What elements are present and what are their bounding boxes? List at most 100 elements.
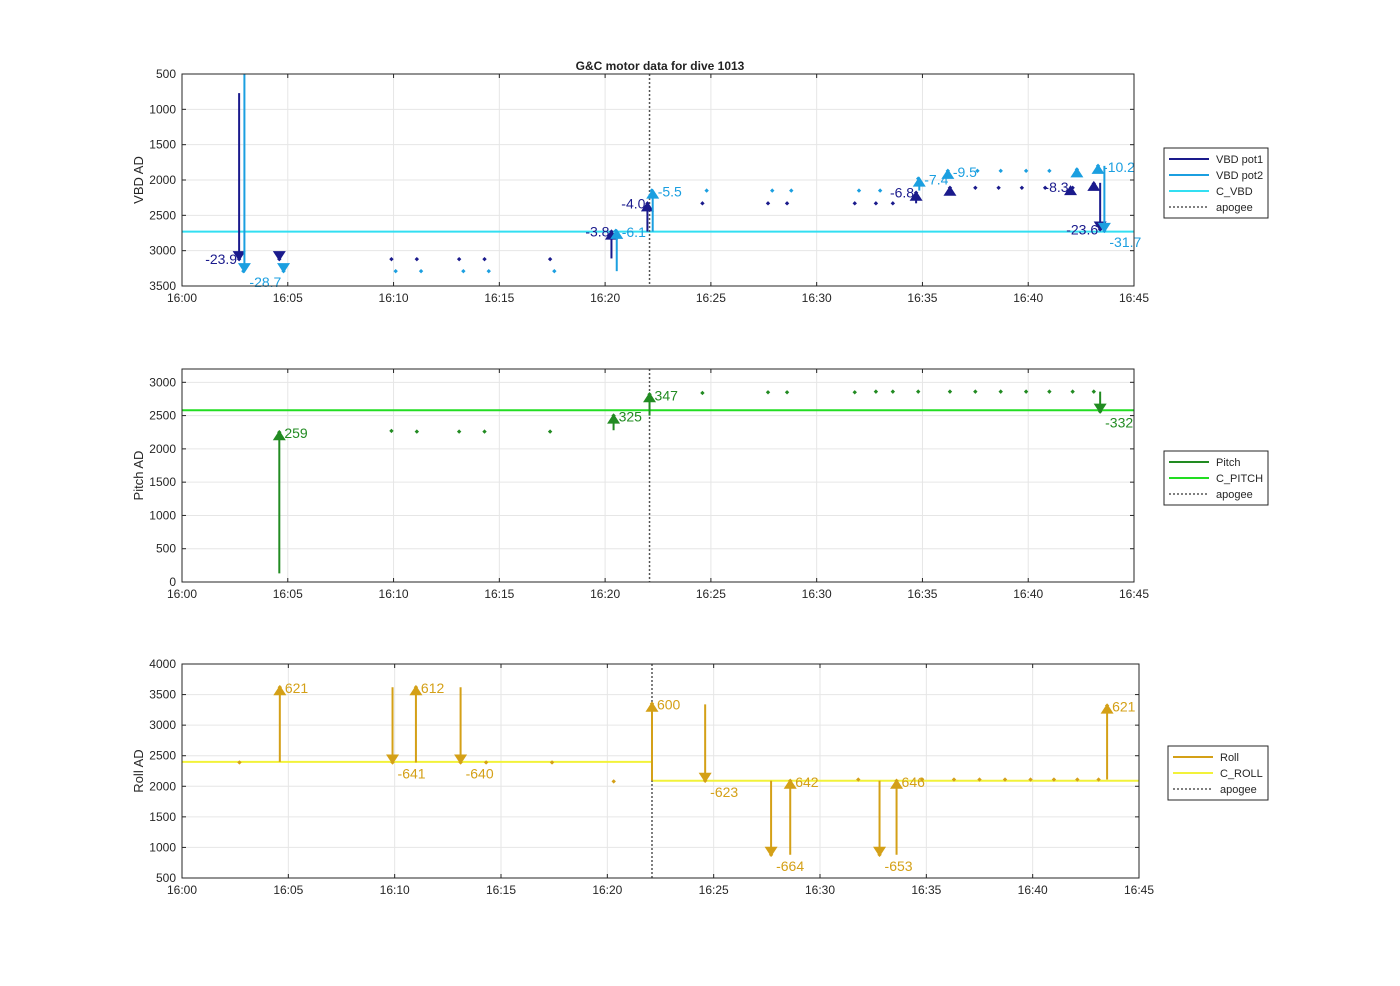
move-label: 347 [655,387,679,403]
data-point-pitch [873,389,879,394]
y-tick-label: 2000 [149,442,176,456]
plot-area [182,664,1139,878]
legend-label: apogee [1220,784,1257,796]
move-label: -7.4 [924,172,948,188]
y-tick-label: 1500 [149,810,176,824]
data-point-roll [483,760,489,765]
move-label: -623 [710,784,738,800]
data-point-vbd-pot2 [486,268,491,274]
legend-label: C_VBD [1216,186,1253,198]
move-label: 259 [284,425,308,441]
y-tick-label: 500 [156,542,176,556]
data-point-vbd-pot1 [852,201,857,206]
data-point-vbd-pot2 [856,188,862,193]
move-label: -8.3 [1044,179,1068,195]
x-tick-label: 16:10 [379,587,409,601]
y-tick-label: 1000 [149,102,176,116]
move-arrow-up [890,778,904,789]
y-tick-label: 3000 [149,244,176,258]
move-label: 621 [1112,699,1136,715]
data-point-roll [1002,777,1008,782]
x-tick-label: 16:00 [167,291,197,305]
data-point-vbd-pot1 [1019,185,1025,190]
figure-title: G&C motor data for dive 1013 [576,59,745,73]
y-tick-label: 2500 [149,749,176,763]
move-arrow-up [783,778,797,789]
move-label: -664 [776,858,804,874]
data-point-vbd-pot1 [765,201,771,206]
data-point-vbd-pot2 [877,188,883,193]
y-tick-label: 2500 [149,409,176,423]
axes-box [181,663,1140,879]
data-point-vbd-pot1 [1070,185,1075,190]
move-arrow-down [698,772,712,783]
data-point-vbd-pot1 [996,185,1001,190]
x-tick-label: 16:25 [696,587,726,601]
move-arrow-up [1087,180,1101,191]
move-label: 621 [285,680,309,696]
data-point-pitch [973,389,978,394]
y-axis-label: VBD AD [131,156,146,204]
move-arrow-down [454,754,468,765]
data-point-pitch [947,389,953,394]
move-label: -23.9 [205,251,237,267]
data-point-pitch [916,389,921,394]
move-label: -332 [1105,415,1133,431]
move-label: 612 [421,680,445,696]
data-point-vbd-pot1 [389,256,394,262]
data-point-roll [1096,777,1101,782]
x-tick-label: 16:25 [696,291,726,305]
move-label: 600 [657,697,681,713]
data-point-vbd-pot1 [784,201,790,206]
legend-label: Pitch [1216,457,1240,469]
x-tick-label: 16:35 [911,883,941,897]
x-tick-label: 16:40 [1013,587,1043,601]
x-tick-label: 16:35 [907,291,937,305]
data-point-vbd-pot1 [414,256,420,262]
move-label: -640 [466,765,494,781]
y-tick-label: 3500 [149,279,176,293]
legend-label: apogee [1216,489,1253,501]
data-point-vbd-pot1 [456,256,462,262]
y-tick-label: 3000 [149,375,176,389]
data-point-vbd-pot1 [973,185,978,190]
y-tick-label: 1500 [149,138,176,152]
data-point-vbd-pot2 [1047,168,1052,174]
move-arrow-up [272,430,286,441]
y-tick-label: 4000 [149,657,176,671]
move-label: -5.5 [658,184,682,200]
x-tick-label: 16:30 [802,291,832,305]
move-arrow-up [943,185,957,196]
move-arrow-down [764,846,778,857]
data-point-pitch [414,429,420,434]
move-arrow-up [646,188,660,199]
x-tick-label: 16:00 [167,587,197,601]
move-arrow-up [640,201,654,212]
data-point-roll [1075,777,1080,782]
x-tick-label: 16:00 [167,883,197,897]
x-tick-label: 16:15 [486,883,516,897]
x-tick-label: 16:20 [590,291,620,305]
data-point-roll [549,760,555,765]
data-point-vbd-pot2 [789,188,794,193]
move-arrow-up [645,701,659,712]
move-label: -28.7 [249,274,281,290]
move-arrow-up [1100,703,1114,714]
x-tick-label: 16:45 [1124,883,1154,897]
data-point-roll [856,777,861,782]
move-arrow-up [1070,167,1084,178]
y-tick-label: 2000 [149,779,176,793]
data-point-pitch [998,389,1003,394]
data-point-pitch [1023,389,1029,394]
data-point-roll [1028,777,1033,782]
legend-label: apogee [1216,202,1253,214]
data-point-vbd-pot1 [890,201,896,206]
x-tick-label: 16:15 [484,291,514,305]
move-arrow-down [272,251,286,262]
data-point-vbd-pot2 [975,168,980,174]
data-point-roll [977,777,982,782]
y-tick-label: 0 [169,575,176,589]
data-point-vbd-pot2 [704,188,709,193]
data-point-vbd-pot2 [418,268,424,274]
roll-panel: 621 -641 612 -640 600 -623 -664 642 -653 646 621 16… [131,657,1269,897]
